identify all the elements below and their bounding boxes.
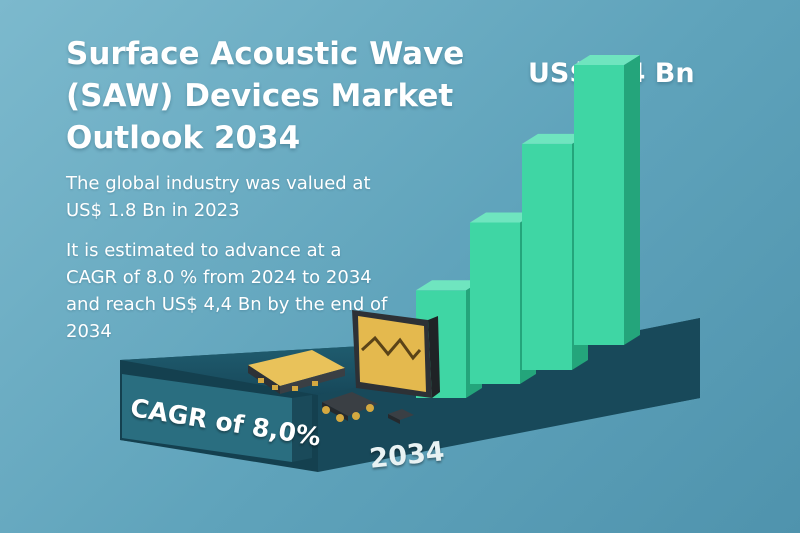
saw-chip-tiny-icon [388,409,414,424]
bar-top [470,212,536,223]
saw-chip-small-icon [322,392,378,422]
bar-front [470,222,520,384]
forecast-text: It is estimated to advance at a CAGR of … [66,240,388,342]
bar-top [416,280,482,291]
bar-top [522,133,588,144]
saw-chip-large-icon [248,350,345,394]
bar-side [624,55,640,345]
bars [416,55,640,398]
bar-4 [574,55,640,345]
market-value-text: The global industry was valued at US$ 1.… [66,173,371,221]
bar-front [522,143,572,370]
saw-filter-wave-icon [352,310,440,398]
page-title: Surface Acoustic Wave (SAW) Devices Mark… [66,36,465,156]
cagr-block [122,374,312,462]
bar-front [574,65,624,345]
bar-top [574,55,640,65]
